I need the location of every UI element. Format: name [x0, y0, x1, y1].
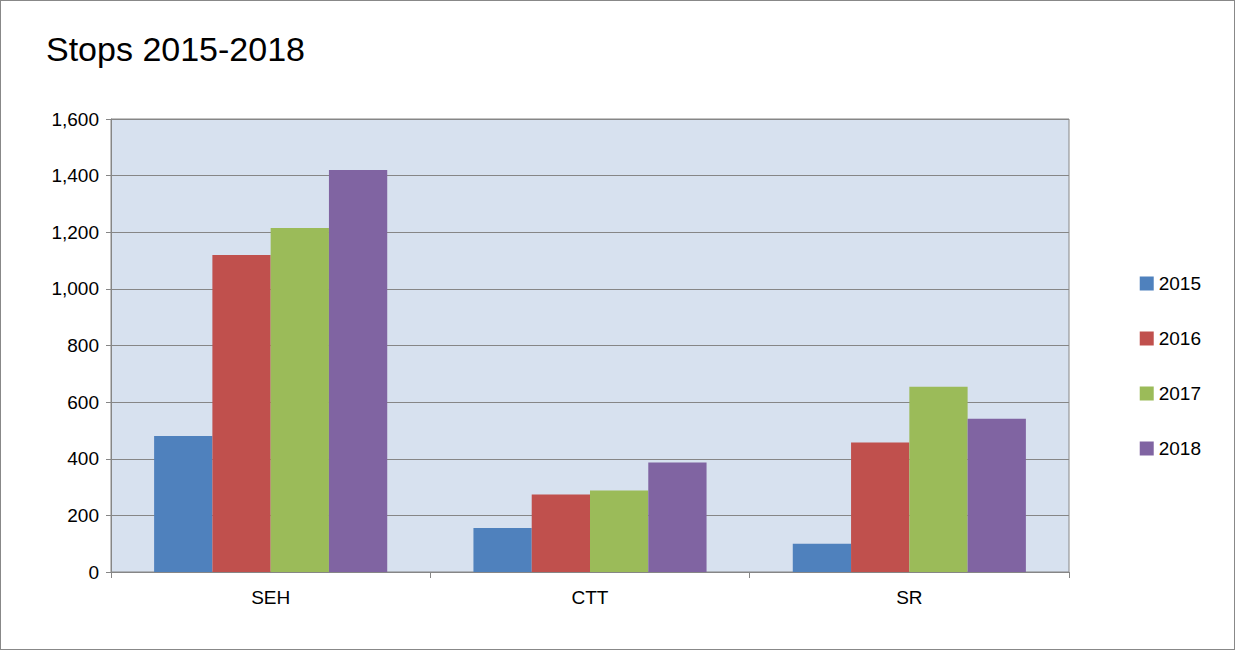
- svg-text:SR: SR: [896, 587, 922, 608]
- svg-text:800: 800: [67, 335, 99, 356]
- svg-text:2018: 2018: [1159, 438, 1201, 459]
- svg-text:1,200: 1,200: [51, 222, 99, 243]
- svg-text:2015: 2015: [1159, 273, 1201, 294]
- svg-text:Stops 2015-2018: Stops 2015-2018: [46, 30, 305, 68]
- svg-text:2017: 2017: [1159, 383, 1201, 404]
- svg-text:1,400: 1,400: [51, 165, 99, 186]
- svg-text:SEH: SEH: [251, 587, 290, 608]
- svg-text:200: 200: [67, 505, 99, 526]
- svg-text:CTT: CTT: [572, 587, 609, 608]
- svg-text:600: 600: [67, 392, 99, 413]
- svg-text:1,600: 1,600: [51, 109, 99, 130]
- svg-text:1,000: 1,000: [51, 278, 99, 299]
- svg-text:2016: 2016: [1159, 328, 1201, 349]
- svg-text:0: 0: [88, 562, 99, 583]
- svg-text:400: 400: [67, 448, 99, 469]
